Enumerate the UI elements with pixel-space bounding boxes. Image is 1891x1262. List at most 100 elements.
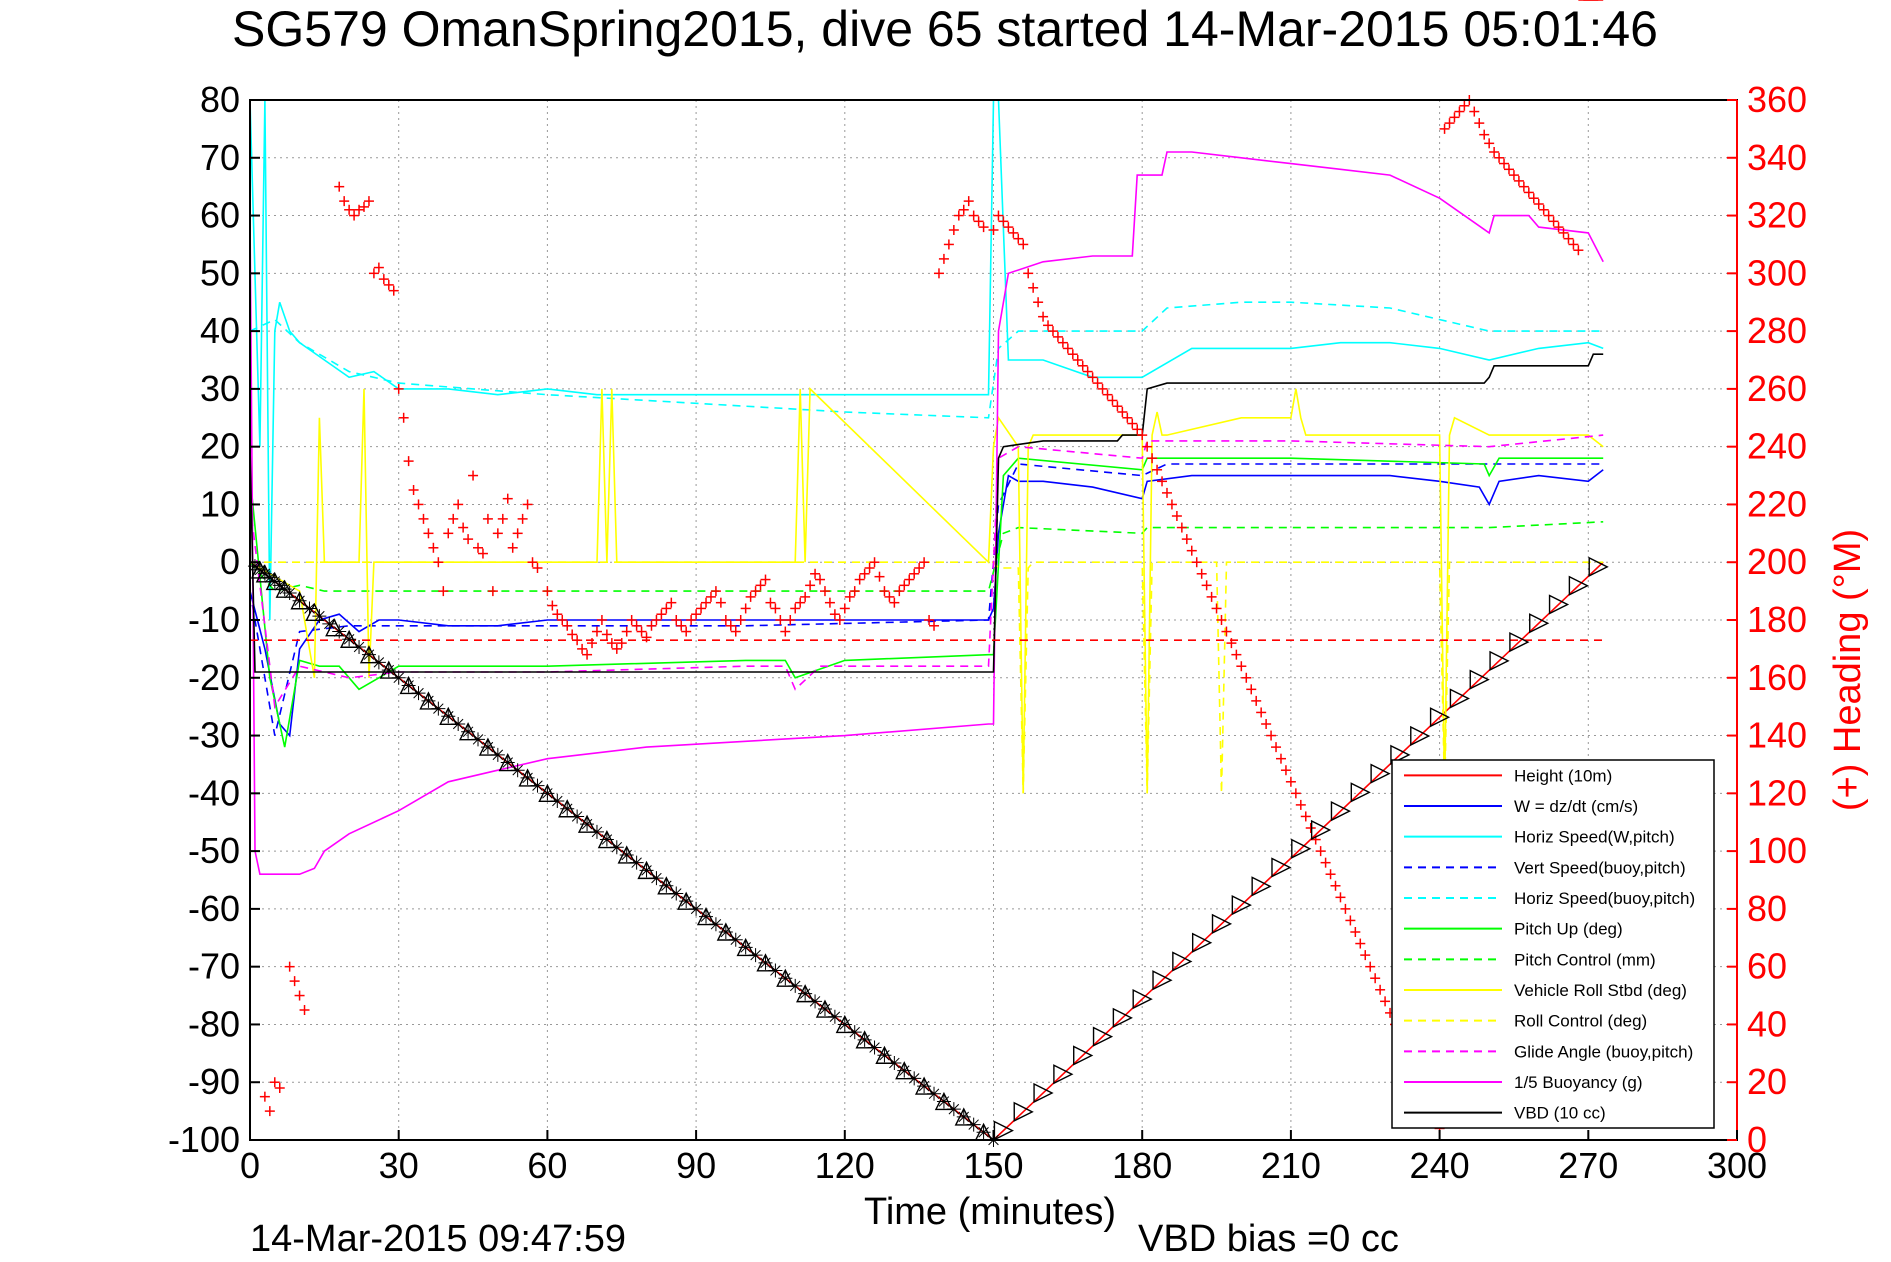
heading-point	[611, 643, 622, 654]
dive-marker-star	[252, 562, 267, 577]
climb-marker-triangle-right	[1469, 669, 1490, 690]
footer-date: 14-Mar-2015 09:47:59	[250, 1218, 626, 1260]
heading-point	[1513, 175, 1524, 186]
right-y-tick-label: 160	[1747, 657, 1807, 698]
dive-marker-star	[302, 601, 317, 616]
dive-marker-star	[669, 886, 684, 901]
heading-point	[1181, 534, 1192, 545]
dive-marker-star	[778, 971, 793, 986]
heading-point	[894, 586, 905, 597]
heading-point	[1161, 487, 1172, 498]
heading-point	[1097, 383, 1108, 394]
dive-marker-star	[267, 574, 282, 589]
right-axis-label: (+) Heading (°M)	[1827, 529, 1869, 811]
x-tick-label: 30	[379, 1145, 419, 1186]
heading-point	[428, 542, 439, 553]
dive-marker-star	[580, 817, 595, 832]
heading-point	[701, 597, 712, 608]
heading-point	[542, 586, 553, 597]
heading-point	[1345, 915, 1356, 926]
heading-point	[448, 513, 459, 524]
heading-point	[696, 603, 707, 614]
right-y-tick-label: 180	[1747, 599, 1807, 640]
right-y-tick-label: 320	[1747, 195, 1807, 236]
dive-marker-triangle-up	[325, 618, 344, 637]
climb-marker-triangle-right	[1568, 575, 1589, 596]
climb-marker-triangle-right	[1410, 725, 1431, 747]
heading-point	[1568, 239, 1579, 250]
dive-marker-star	[708, 917, 723, 932]
heading-point	[507, 542, 518, 553]
right-y-tick-label: 120	[1747, 772, 1807, 813]
right-y-tick-label: 220	[1747, 483, 1807, 524]
y-tick-label: 80	[200, 79, 240, 120]
heading-point	[1087, 372, 1098, 383]
heading-point	[1558, 227, 1569, 238]
heading-point	[1231, 649, 1242, 660]
heading-point	[1062, 343, 1073, 354]
heading-point	[1137, 430, 1148, 441]
dive-marker-star	[718, 925, 733, 939]
legend-label: W = dz/dt (cm/s)	[1514, 797, 1638, 816]
series-layer	[249, 99, 1604, 1142]
heading-point	[1335, 892, 1346, 903]
heading-point	[1375, 984, 1386, 995]
heading-point	[834, 615, 845, 625]
heading-point	[1072, 355, 1083, 365]
dive-marker-star	[292, 593, 307, 608]
right-y-tick-label: 20	[1747, 1061, 1787, 1102]
y-tick-label: -10	[188, 599, 240, 640]
dive-marker-star	[361, 647, 376, 662]
heading-point	[978, 222, 989, 233]
heading-point	[1444, 118, 1455, 129]
heading-point	[418, 513, 429, 524]
heading-point	[572, 635, 583, 646]
heading-point	[681, 626, 692, 637]
dive-marker-star	[352, 639, 367, 654]
heading-point	[398, 412, 409, 423]
heading-point	[666, 597, 677, 608]
legend-item: Horiz Speed(buoy,pitch)	[1404, 889, 1695, 908]
heading-point	[810, 568, 821, 579]
heading-point	[1439, 123, 1450, 134]
dive-marker-star	[936, 1094, 951, 1109]
heading-point	[1350, 927, 1361, 937]
climb-marker-triangle-right	[1231, 894, 1252, 916]
climb-marker-triangle-right	[1370, 763, 1391, 784]
heading-point	[661, 603, 672, 614]
legend-box	[1391, 759, 1715, 1129]
heading-point	[1122, 412, 1133, 423]
right-y-tick-label: 140	[1747, 715, 1807, 756]
x-tick-label: 180	[1112, 1145, 1172, 1186]
x-tick-label: 60	[527, 1145, 567, 1186]
heading-point	[948, 225, 959, 235]
heading-point	[368, 268, 379, 279]
heading-point	[349, 210, 360, 221]
heading-point	[626, 615, 637, 625]
y-tick-label: -90	[188, 1061, 240, 1102]
heading-point	[1553, 222, 1564, 233]
y-tick-label: 10	[200, 483, 240, 524]
heading-point	[403, 456, 414, 467]
heading-point	[1127, 418, 1138, 429]
heading-point	[1033, 297, 1044, 308]
legend-item: VBD (10 cc)	[1404, 1104, 1606, 1123]
right-y-tick-label: 240	[1747, 426, 1807, 467]
climb-marker-triangle-right	[1548, 594, 1570, 615]
heading-point	[889, 597, 900, 608]
heading-point	[378, 274, 389, 285]
heading-point	[1489, 147, 1500, 157]
dive-marker-star	[490, 747, 505, 762]
heading-point	[443, 528, 454, 539]
dive-marker-star	[847, 1025, 862, 1040]
dive-marker-star	[798, 986, 813, 1001]
legend: Height (10m) W = dz/dt (cm/s) Horiz Speed(…	[1391, 759, 1715, 1129]
legend-label: Pitch Control (mm)	[1514, 950, 1656, 969]
heading-point	[1454, 106, 1465, 117]
heading-point	[438, 586, 449, 597]
heading-point	[1523, 187, 1534, 198]
x-tick-label: 300	[1707, 1145, 1767, 1186]
dive-marker-star	[411, 686, 426, 701]
heading-point	[1315, 846, 1326, 857]
heading-point	[1340, 903, 1351, 914]
